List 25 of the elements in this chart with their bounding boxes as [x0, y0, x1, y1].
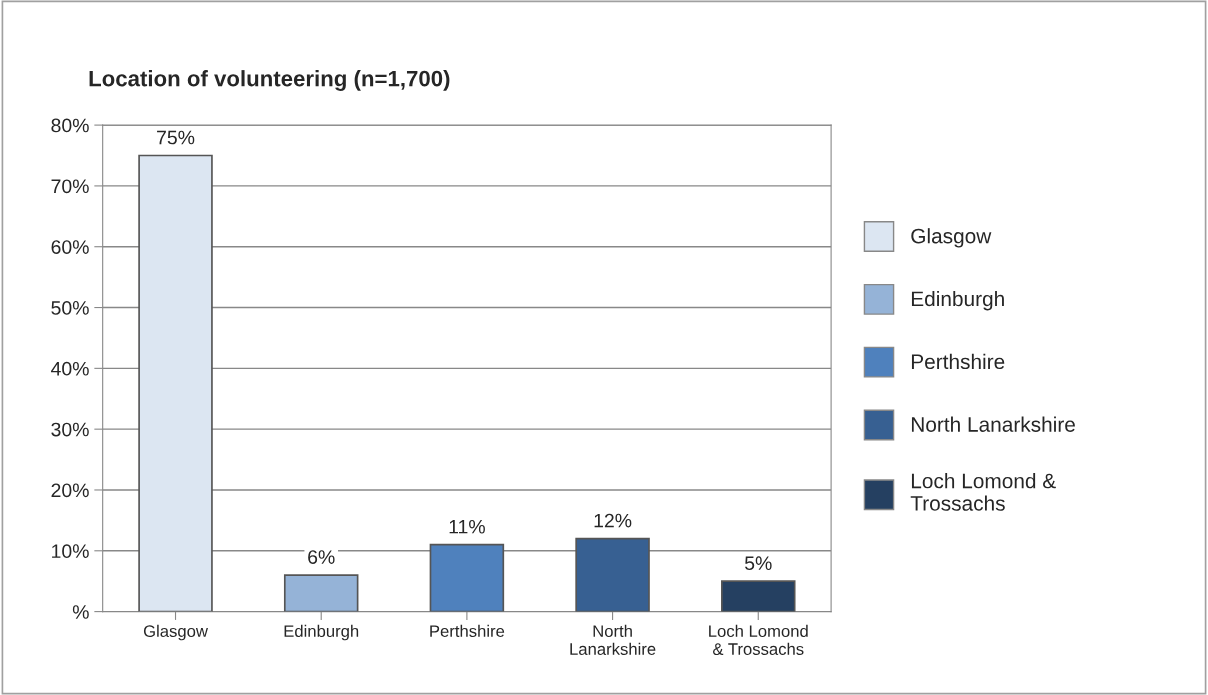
y-tick-label: 40%: [51, 361, 89, 376]
data-label: 5%: [744, 556, 772, 571]
chart-title: Location of volunteering (n=1,700): [89, 70, 450, 91]
y-tick-label: 50%: [51, 301, 89, 315]
y-tick-label: 60%: [51, 240, 89, 254]
y-tick-label: 10%: [52, 544, 89, 559]
y-tick-label: 30%: [51, 422, 89, 437]
x-tick-label: Edinburgh: [284, 624, 359, 641]
y-tick-label: 20%: [51, 483, 89, 498]
y-tick-label: 70%: [51, 179, 89, 194]
legend-label: Perthshire: [911, 353, 1005, 370]
legend-label: Edinburgh: [911, 290, 1004, 311]
legend-label: Glasgow: [911, 228, 992, 248]
data-label: 11%: [449, 519, 485, 534]
x-tick-label: Glasgow: [143, 624, 208, 641]
x-tick-label: North Lanarkshire: [570, 624, 656, 655]
data-label: 12%: [594, 513, 632, 528]
legend-label: Loch Lomond & Trossachs: [910, 473, 1056, 511]
y-tick-label: 80%: [51, 118, 89, 133]
legend-label: North Lanarkshire: [911, 416, 1075, 432]
x-tick-label: Loch Lomond & Trossachs: [709, 624, 808, 655]
data-label: 6%: [308, 550, 335, 564]
y-tick-label: %: [72, 605, 89, 619]
data-label: 75%: [157, 130, 195, 145]
x-tick-label: Perthshire: [430, 624, 505, 638]
